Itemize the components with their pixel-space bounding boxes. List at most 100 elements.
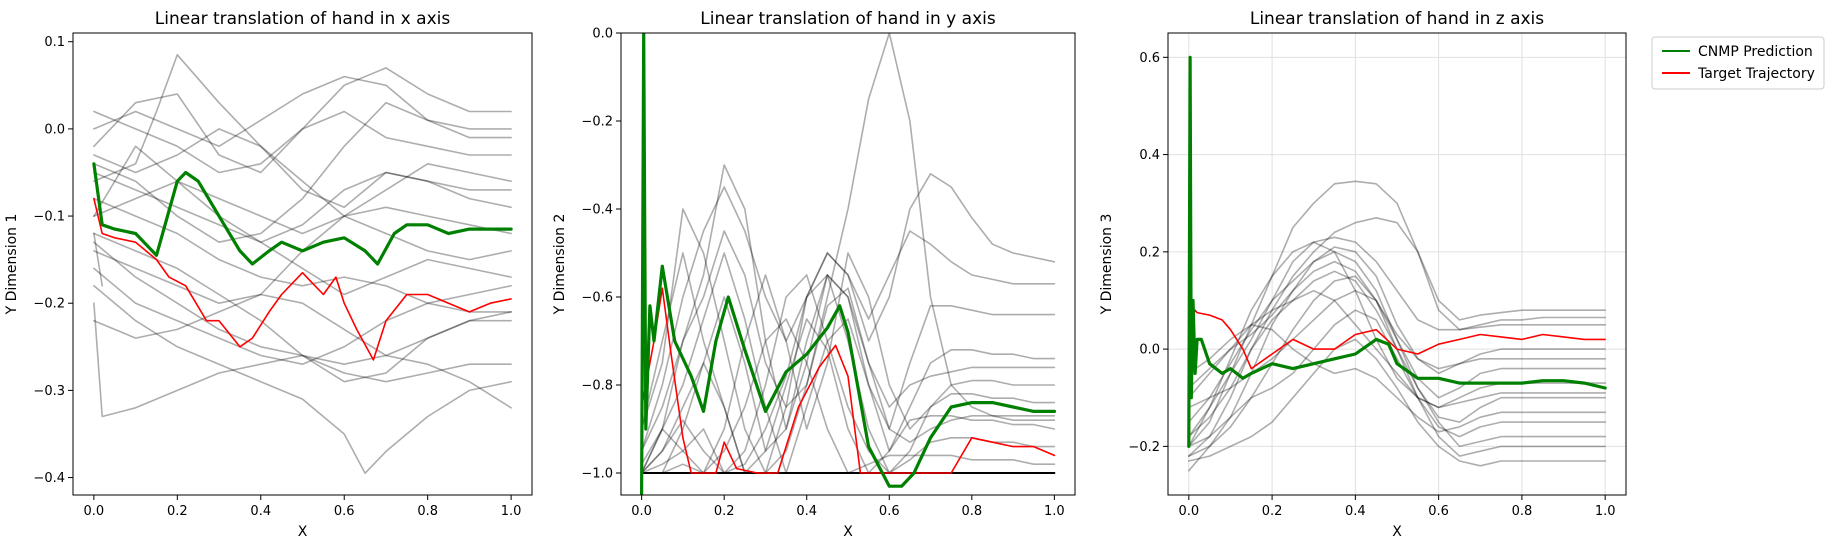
y-tick-label: −0.6 bbox=[581, 291, 613, 306]
y-tick-label: −0.4 bbox=[33, 471, 65, 486]
axes-frame bbox=[620, 32, 1076, 496]
axes-frame bbox=[72, 32, 533, 496]
demonstration-line bbox=[640, 186, 1056, 452]
demonstration-line bbox=[640, 164, 1056, 452]
x-tick-label: 0.4 bbox=[796, 504, 817, 519]
plot-area bbox=[639, 33, 1057, 495]
y-tick-label: −0.3 bbox=[33, 384, 65, 399]
demonstration-line bbox=[93, 128, 512, 217]
chart-title: Linear translation of hand in z axis bbox=[1250, 9, 1544, 29]
demonstration-line bbox=[93, 101, 512, 243]
axes-frame bbox=[1167, 32, 1627, 496]
y-tick-label: −0.1 bbox=[33, 210, 65, 225]
target-line bbox=[93, 197, 512, 361]
demonstration-line bbox=[93, 53, 512, 209]
demonstration-line bbox=[93, 232, 512, 383]
x-axis-label: X bbox=[843, 524, 853, 540]
y-tick-label: 0.1 bbox=[44, 35, 65, 50]
y-axis-label: Y Dimension 1 bbox=[4, 214, 20, 316]
demonstration-line bbox=[93, 241, 512, 383]
demonstration-line bbox=[1188, 338, 1606, 467]
x-tick-label: 0.6 bbox=[879, 504, 900, 519]
demonstration-line bbox=[1188, 180, 1606, 448]
y-tick-label: 0.0 bbox=[44, 122, 65, 137]
demonstration-line bbox=[1188, 275, 1606, 457]
x-tick-label: 0.4 bbox=[1345, 504, 1366, 519]
x-tick-label: 0.8 bbox=[1512, 504, 1533, 519]
x-tick-label: 1.0 bbox=[1595, 504, 1616, 519]
demonstration-line bbox=[93, 67, 512, 174]
x-tick-label: 1.0 bbox=[1044, 504, 1065, 519]
x-tick-label: 0.2 bbox=[714, 504, 735, 519]
prediction-line bbox=[639, 33, 1057, 495]
demonstration-line bbox=[640, 274, 1056, 474]
x-tick-label: 0.8 bbox=[961, 504, 982, 519]
chart-title: Linear translation of hand in y axis bbox=[700, 9, 996, 29]
y-tick-label: 0.0 bbox=[1139, 343, 1160, 358]
y-tick-label: −1.0 bbox=[581, 467, 613, 482]
y-axis-label: Y Dimension 2 bbox=[552, 214, 568, 316]
demonstration-line bbox=[1188, 241, 1606, 438]
y-tick-label: 0.4 bbox=[1139, 148, 1160, 163]
legend-label-target: Target Trajectory bbox=[1697, 66, 1815, 82]
demonstration-line bbox=[93, 145, 512, 243]
x-tick-label: 0.4 bbox=[250, 504, 271, 519]
demonstration-line bbox=[1188, 309, 1606, 457]
chart-panel-y: 0.0 0.2 0.4 0.6 0.8 1.0 −1.0 −0.8 −0.6 −0.4 −0.2 0.… bbox=[552, 9, 1076, 540]
demonstration-line bbox=[640, 252, 1056, 474]
demonstration-line bbox=[93, 293, 512, 357]
demonstration-line bbox=[93, 180, 512, 235]
demonstration-line bbox=[1188, 260, 1606, 389]
x-axis-label: X bbox=[298, 524, 308, 540]
legend: CNMP Prediction Target Trajectory bbox=[1651, 36, 1825, 90]
y-tick-label: 0.0 bbox=[592, 27, 613, 42]
y-tick-label: −0.2 bbox=[1128, 440, 1160, 455]
x-tick-label: 0.6 bbox=[334, 504, 355, 519]
demonstration-line bbox=[93, 75, 512, 148]
x-tick-label: 0.2 bbox=[167, 504, 188, 519]
y-tick-label: −0.4 bbox=[581, 203, 613, 218]
x-tick-label: 0.0 bbox=[1178, 504, 1199, 519]
plot-area bbox=[92, 53, 513, 475]
chart-title: Linear translation of hand in x axis bbox=[155, 9, 451, 29]
demonstration-line bbox=[93, 267, 512, 366]
legend-frame bbox=[1651, 36, 1825, 90]
demonstration-line bbox=[93, 171, 512, 296]
x-tick-label: 1.0 bbox=[501, 504, 522, 519]
plot-area bbox=[1187, 55, 1607, 472]
demonstration-line bbox=[640, 33, 1056, 474]
legend-label-prediction: CNMP Prediction bbox=[1698, 44, 1813, 60]
x-tick-label: 0.0 bbox=[84, 504, 105, 519]
prediction-line bbox=[1187, 55, 1607, 448]
demonstration-line bbox=[1188, 323, 1606, 433]
demonstration-line bbox=[1188, 246, 1606, 472]
demonstration-line bbox=[640, 230, 1056, 466]
demonstration-line bbox=[640, 274, 1056, 474]
demonstration-line bbox=[93, 302, 512, 418]
y-tick-label: −0.2 bbox=[581, 115, 613, 130]
demonstration-line bbox=[1188, 217, 1606, 457]
chart-panel-z: 0.0 0.2 0.4 0.6 0.8 1.0 −0.2 0.0 0.2 0.4 0.6 Linear… bbox=[1099, 9, 1627, 540]
target-line bbox=[1188, 187, 1606, 370]
demonstration-line bbox=[1188, 251, 1606, 423]
x-axis-label: X bbox=[1392, 524, 1402, 540]
y-tick-label: 0.2 bbox=[1139, 245, 1160, 260]
demonstration-line bbox=[640, 274, 1056, 474]
x-tick-label: 0.8 bbox=[417, 504, 438, 519]
x-tick-label: 0.6 bbox=[1428, 504, 1449, 519]
y-axis-label: Y Dimension 3 bbox=[1099, 214, 1115, 316]
y-tick-label: −0.8 bbox=[581, 379, 613, 394]
y-tick-label: 0.6 bbox=[1139, 51, 1160, 66]
x-tick-label: 0.2 bbox=[1262, 504, 1283, 519]
demonstration-line bbox=[640, 252, 1056, 474]
target-line bbox=[640, 287, 1056, 474]
demonstration-line bbox=[93, 93, 512, 174]
demonstration-line bbox=[93, 232, 103, 287]
demonstration-line bbox=[640, 173, 1056, 474]
demonstration-line bbox=[1188, 236, 1606, 448]
demonstration-line bbox=[93, 284, 512, 475]
x-tick-label: 0.0 bbox=[631, 504, 652, 519]
prediction-line bbox=[92, 162, 513, 266]
chart-panel-x: 0.0 0.2 0.4 0.6 0.8 1.0 −0.4 −0.3 −0.2 −0.1 0.0 0.1… bbox=[4, 9, 533, 540]
